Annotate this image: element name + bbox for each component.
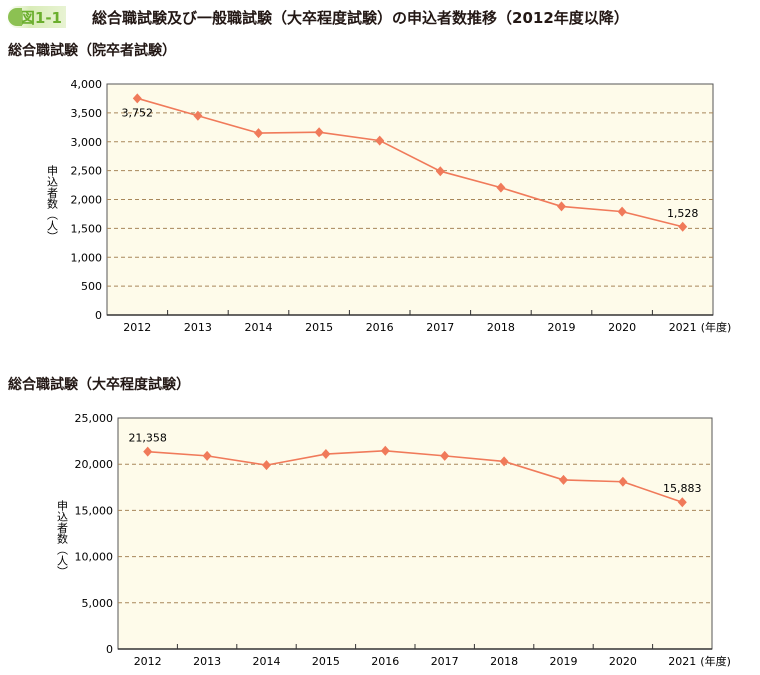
x-tick-label: 2013 bbox=[193, 655, 221, 668]
y-tick-label: 2,000 bbox=[71, 194, 103, 207]
y-tick-label: 10,000 bbox=[75, 551, 114, 564]
x-tick-label: 2015 bbox=[312, 655, 340, 668]
figure-header: 図1-1 総合職試験及び一般職試験（大卒程度試験）の申込者数推移（2012年度以… bbox=[6, 6, 629, 28]
x-unit-label: (年度) bbox=[700, 654, 731, 668]
y-axis-label: 申込者数（人） bbox=[56, 500, 69, 577]
y-axis-label: 申込者数（人） bbox=[46, 165, 59, 242]
data-point bbox=[314, 127, 324, 138]
data-point bbox=[435, 166, 445, 177]
y-tick-label: 3,500 bbox=[71, 107, 103, 120]
data-point bbox=[321, 449, 331, 460]
x-tick-label: 2019 bbox=[550, 655, 578, 668]
x-tick-label: 2014 bbox=[245, 321, 273, 334]
data-point bbox=[380, 445, 390, 456]
x-tick-label: 2013 bbox=[184, 321, 212, 334]
data-point bbox=[375, 135, 385, 146]
x-tick-label: 2012 bbox=[123, 321, 151, 334]
data-point bbox=[617, 206, 627, 217]
x-tick-label: 2020 bbox=[609, 655, 637, 668]
y-tick-label: 1,500 bbox=[71, 222, 103, 235]
y-tick-label: 15,000 bbox=[75, 504, 114, 517]
y-tick-label: 4,000 bbox=[71, 78, 103, 91]
data-label: 15,883 bbox=[663, 482, 702, 495]
data-point bbox=[618, 476, 628, 487]
x-tick-label: 2021 bbox=[669, 321, 697, 334]
data-point bbox=[678, 221, 688, 232]
y-tick-label: 500 bbox=[81, 280, 102, 293]
x-tick-label: 2017 bbox=[431, 655, 459, 668]
x-tick-label: 2016 bbox=[366, 321, 394, 334]
plot-area bbox=[117, 417, 713, 650]
y-tick-label: 3,000 bbox=[71, 136, 103, 149]
data-point bbox=[677, 497, 687, 508]
chart2-title: 総合職試験（大卒程度試験） bbox=[8, 377, 190, 393]
data-point bbox=[262, 460, 271, 471]
data-point bbox=[557, 201, 566, 212]
x-tick-label: 2018 bbox=[487, 321, 515, 334]
x-tick-label: 2019 bbox=[548, 321, 576, 334]
x-tick-label: 2018 bbox=[490, 655, 518, 668]
x-tick-label: 2014 bbox=[253, 655, 281, 668]
x-tick-label: 2016 bbox=[371, 655, 399, 668]
figure-label: 図1-1 bbox=[6, 6, 66, 28]
data-point bbox=[440, 450, 450, 461]
x-tick-label: 2021 bbox=[668, 655, 696, 668]
x-tick-label: 2012 bbox=[134, 655, 162, 668]
x-tick-label: 2020 bbox=[608, 321, 636, 334]
figure-title: 総合職試験及び一般職試験（大卒程度試験）の申込者数推移（2012年度以降） bbox=[92, 8, 629, 27]
x-unit-label: (年度) bbox=[701, 320, 732, 334]
x-tick-label: 2015 bbox=[305, 321, 333, 334]
data-label: 3,752 bbox=[122, 106, 154, 119]
series-line bbox=[147, 450, 683, 503]
data-point bbox=[559, 474, 568, 485]
data-label: 21,358 bbox=[128, 432, 167, 445]
x-tick-label: 2017 bbox=[426, 321, 454, 334]
data-point bbox=[496, 182, 506, 193]
y-tick-label: 1,000 bbox=[71, 251, 103, 264]
data-point bbox=[143, 446, 153, 457]
series-line bbox=[137, 97, 683, 228]
y-tick-label: 5,000 bbox=[82, 597, 114, 610]
data-point bbox=[499, 456, 509, 467]
y-tick-label: 20,000 bbox=[75, 458, 114, 471]
y-tick-label: 0 bbox=[95, 309, 102, 322]
y-tick-label: 0 bbox=[106, 643, 113, 656]
data-point bbox=[132, 93, 142, 104]
data-point bbox=[254, 128, 263, 139]
y-tick-label: 25,000 bbox=[75, 412, 114, 425]
y-tick-label: 2,500 bbox=[71, 165, 103, 178]
data-label: 1,528 bbox=[667, 207, 699, 220]
data-point bbox=[202, 450, 212, 461]
data-point bbox=[193, 110, 203, 121]
chart1-title: 総合職試験（院卒者試験） bbox=[8, 43, 176, 59]
